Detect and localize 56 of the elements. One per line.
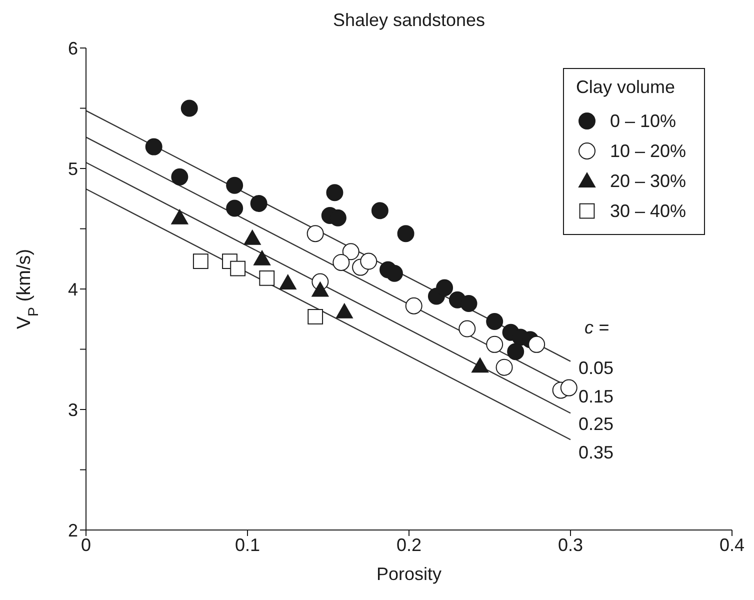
point — [360, 252, 378, 270]
legend-label: 30 – 40% — [610, 200, 686, 222]
point — [244, 230, 261, 245]
point — [254, 250, 271, 266]
point — [528, 336, 546, 353]
y-tick-label: 2 — [68, 520, 78, 540]
chart-title: Shaley sandstones — [332, 10, 486, 30]
series-label: 0.25 — [578, 414, 614, 434]
point — [226, 176, 244, 194]
x-tick-label: 0.4 — [719, 534, 745, 555]
point — [342, 243, 360, 260]
point — [250, 194, 268, 212]
point — [171, 168, 188, 186]
legend-label: 20 – 30% — [610, 170, 686, 192]
x-tick-label: 0.3 — [558, 534, 584, 555]
point — [386, 264, 403, 282]
point — [486, 313, 504, 330]
point — [279, 274, 296, 290]
point — [306, 225, 324, 242]
y-tick-label: 4 — [68, 279, 78, 300]
x-tick-label: 0 — [80, 534, 92, 555]
point — [192, 254, 208, 269]
series-label: 0.35 — [578, 442, 614, 462]
x-tick-label: 0.2 — [396, 534, 422, 555]
y-tick-label: 5 — [68, 158, 78, 179]
legend-label: 10 – 20% — [610, 140, 686, 162]
series-label: 0.05 — [578, 358, 614, 378]
point — [326, 184, 344, 202]
point — [397, 225, 414, 242]
point — [171, 209, 188, 224]
point — [332, 254, 350, 271]
y-tick-label: 6 — [68, 38, 78, 58]
x-axis-title: Porosity — [376, 564, 442, 584]
legend-label: 0 – 10% — [610, 110, 676, 132]
point — [180, 100, 198, 117]
point — [507, 343, 524, 360]
point — [486, 336, 504, 353]
point — [560, 379, 578, 396]
annotation: c = — [584, 317, 610, 338]
point — [336, 303, 353, 318]
y-tick-label: 3 — [68, 400, 78, 420]
point — [458, 320, 476, 338]
point — [230, 260, 246, 276]
point — [259, 270, 275, 286]
point — [472, 358, 489, 373]
point — [436, 279, 454, 296]
point — [405, 297, 422, 314]
series-label: 0.15 — [578, 386, 614, 407]
point — [312, 282, 329, 297]
point — [371, 202, 388, 220]
x-tick-label: 0.1 — [234, 534, 260, 555]
point — [460, 294, 478, 312]
point — [308, 309, 324, 324]
point — [145, 138, 162, 156]
legend-title: Clay volume — [576, 77, 676, 98]
point — [226, 200, 244, 217]
